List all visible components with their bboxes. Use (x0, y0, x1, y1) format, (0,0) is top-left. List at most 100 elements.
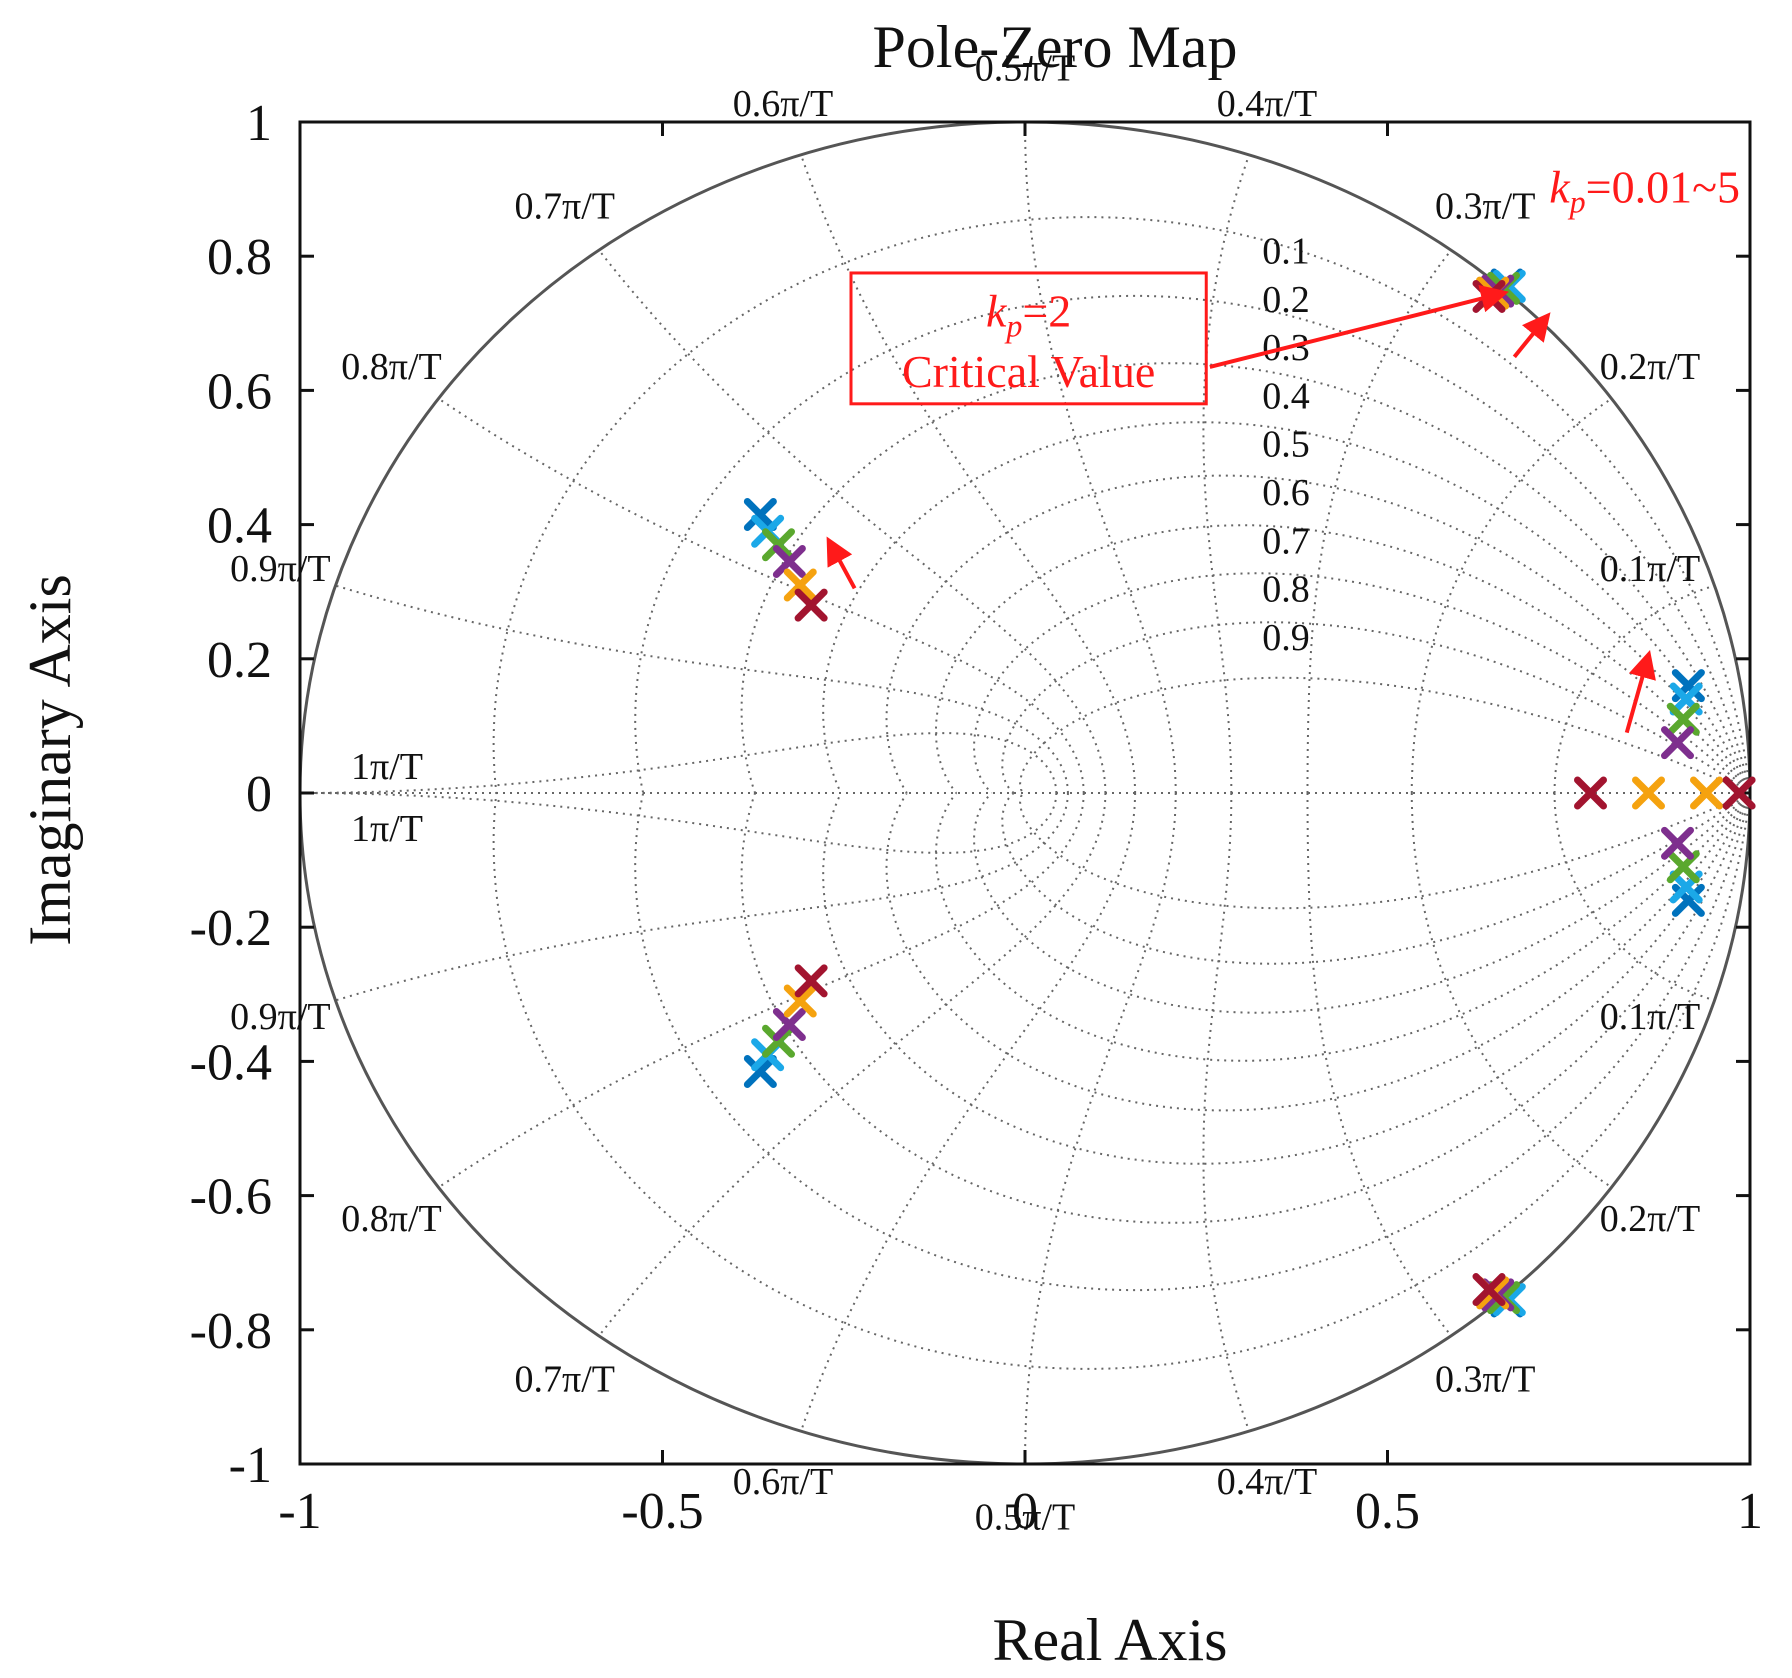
frequency-curve (1553, 584, 1715, 1002)
pole-marker-stroke (743, 1054, 777, 1088)
pole-marker (743, 1054, 777, 1088)
kp-range-label: kp=0.01~5 (1549, 162, 1740, 220)
pole-marker-stroke (1671, 883, 1705, 917)
pole-marker-stroke (762, 1024, 795, 1058)
red-arrow (1512, 312, 1551, 359)
y-tick-label: -0.4 (190, 1034, 272, 1091)
annotations: kp=2 Critical Value kp=0.01~5 (826, 162, 1740, 734)
damping-label: 0.4 (1262, 375, 1310, 417)
pole-marker (1722, 776, 1756, 810)
damping-label: 0.7 (1262, 520, 1310, 562)
damping-curve (934, 524, 1750, 1062)
pole-marker-stroke (1666, 702, 1700, 736)
y-axis-label: Imaginary Axis (17, 574, 83, 946)
x-axis-label: Real Axis (993, 1607, 1228, 1673)
frequency-label: 0.4π/T (1217, 83, 1317, 125)
frequency-label: 0.1π/T (1600, 996, 1700, 1038)
frequency-label: 1π/T (351, 746, 423, 788)
pole-marker (743, 498, 777, 532)
frequency-curve (1024, 122, 1177, 1464)
pole-marker-stroke (1472, 1273, 1506, 1307)
pole-marker (772, 1007, 806, 1041)
y-tick-label: 0.6 (207, 363, 272, 420)
frequency-label: 0.8π/T (341, 346, 441, 388)
pole-marker-stroke (772, 545, 806, 579)
frequency-label: 0.5π/T (975, 47, 1075, 89)
pole-marker-stroke (1661, 826, 1694, 860)
pole-marker-stroke (794, 964, 828, 998)
pole-marker (1661, 826, 1694, 860)
damping-curve (740, 362, 1750, 1224)
pole-marker (1574, 776, 1607, 810)
frequency-label: 0.6π/T (733, 83, 833, 125)
pole-marker (783, 568, 817, 602)
frequency-label: 0.2π/T (1600, 1198, 1700, 1240)
frequency-label: 0.9π/T (230, 548, 330, 590)
frequency-label: 0.4π/T (1217, 1461, 1317, 1503)
pole-marker-stroke (1690, 776, 1723, 810)
pole-marker-stroke (794, 588, 828, 622)
frequency-label: 0.9π/T (230, 996, 330, 1038)
pole-marker-stroke (772, 1007, 806, 1041)
red-arrow (1209, 284, 1509, 369)
pole-marker-stroke (1574, 776, 1607, 810)
pole-marker (1661, 726, 1694, 760)
pole-marker-stroke (1722, 776, 1756, 810)
frequency-curve (1202, 154, 1250, 1432)
pole-marker-stroke (783, 984, 817, 1018)
kp-range-symbol: k (1549, 162, 1571, 213)
critical-value-text: Critical Value (902, 346, 1155, 397)
x-tick-label: -0.5 (621, 1483, 703, 1540)
frequency-curve (300, 732, 1058, 854)
axis-ticks: -1 -0.5 0 0.5 1 -1 -0.8 -0.6 -0.4 -0.2 0 0.2 0.4 0.6 0… (190, 95, 1763, 1540)
pole-marker (794, 964, 828, 998)
x-tick-label: 1 (1737, 1483, 1763, 1540)
pole-marker (783, 984, 817, 1018)
y-tick-label: 0 (246, 766, 272, 823)
frequency-label: 0.3π/T (1435, 186, 1535, 228)
kp-critical-value: =2 (1022, 286, 1071, 337)
chart-title: Pole-Zero Map (873, 14, 1238, 80)
red-arrow (826, 536, 857, 590)
pole-marker (762, 1024, 795, 1058)
y-tick-label: 0.4 (207, 498, 272, 555)
pole-markers (743, 268, 1756, 1318)
y-tick-label: -0.2 (190, 900, 272, 957)
frequency-label: 0.5π/T (975, 1497, 1075, 1539)
pole-marker-stroke (1669, 682, 1703, 716)
damping-label: 0.5 (1262, 424, 1310, 466)
kp-critical-label: kp=2 (986, 286, 1071, 344)
pole-marker (1632, 776, 1665, 810)
pole-marker-stroke (1661, 726, 1694, 760)
frequency-label: 0.7π/T (515, 186, 615, 228)
damping-curve (1001, 621, 1750, 965)
red-arrow (1624, 650, 1656, 734)
pole-marker (762, 528, 795, 562)
pole-marker (794, 588, 828, 622)
pole-marker-stroke (743, 498, 777, 532)
frequency-label: 0.6π/T (733, 1461, 833, 1503)
pole-marker-stroke (762, 528, 795, 562)
y-tick-label: 1 (246, 95, 272, 152)
x-tick-label: -1 (278, 1483, 321, 1540)
pole-marker (1690, 776, 1723, 810)
pole-marker-stroke (783, 568, 817, 602)
x-tick-label: 0 (1012, 1483, 1038, 1540)
kp-critical-symbol: k (986, 286, 1008, 337)
damping-curve (492, 216, 1750, 1370)
frequency-label: 0.1π/T (1600, 548, 1700, 590)
pole-marker-stroke (1632, 776, 1665, 810)
frequency-label: 0.3π/T (1435, 1358, 1535, 1400)
damping-label: 0.2 (1262, 279, 1310, 321)
critical-value-box (849, 271, 1208, 406)
kp-range-sub: p (1568, 184, 1586, 220)
pole-marker (772, 545, 806, 579)
damping-curve (1019, 676, 1750, 910)
frequency-label: 1π/T (351, 808, 423, 850)
y-tick-label: 0.2 (207, 632, 272, 689)
y-tick-label: 0.8 (207, 229, 272, 286)
frequency-label: 0.8π/T (341, 1198, 441, 1240)
y-tick-label: -1 (229, 1437, 272, 1494)
damping-label: 0.9 (1262, 617, 1310, 659)
